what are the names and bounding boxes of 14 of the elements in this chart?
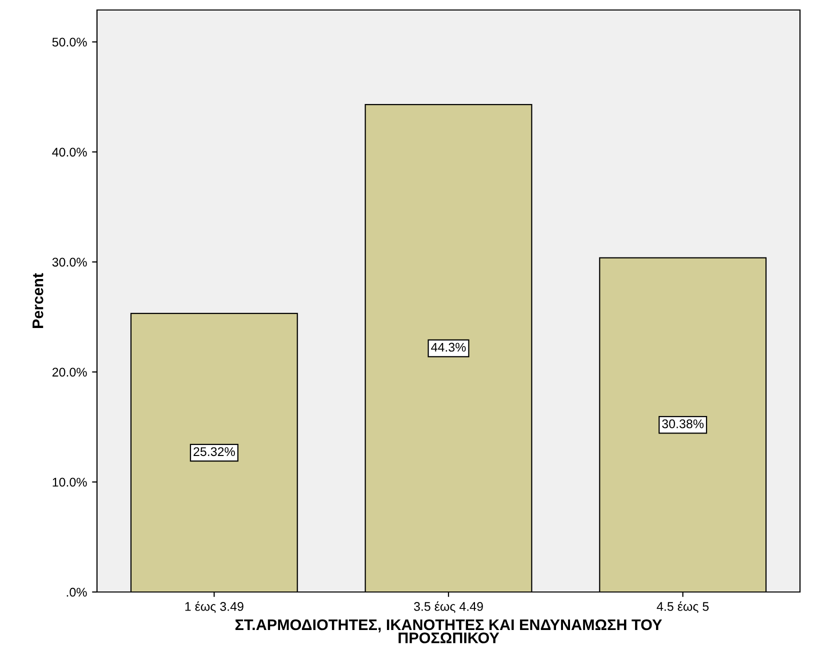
- data-label: 44.3%: [431, 342, 466, 352]
- y-tick-label: 20.0%: [52, 368, 87, 377]
- y-tick-label: .0%: [66, 588, 87, 597]
- x-tick-label: 3.5 έως 4.49: [414, 601, 483, 613]
- y-tick-label: 10.0%: [52, 478, 87, 487]
- x-tick-label: 4.5 έως 5: [656, 601, 709, 613]
- x-tick-label: 1 έως 3.49: [185, 601, 244, 613]
- y-tick-label: 50.0%: [52, 38, 87, 47]
- data-label: 30.38%: [662, 419, 704, 428]
- y-tick-label: 30.0%: [52, 258, 87, 267]
- y-axis-title: Percent: [32, 273, 44, 328]
- data-label: 25.32%: [194, 447, 235, 456]
- x-axis-title: ΣΤ.ΑΡΜΟΔΙΟΤΗΤΕΣ, ΙΚΑΝΟΤΗΤΕΣ ΚΑΙ ΕΝΔΥΝΑΜΩΣΗ ΤΟΥ ΠΡΟΣΩΠΙΚΟΥ: [235, 619, 662, 644]
- y-tick-label: 40.0%: [52, 148, 87, 157]
